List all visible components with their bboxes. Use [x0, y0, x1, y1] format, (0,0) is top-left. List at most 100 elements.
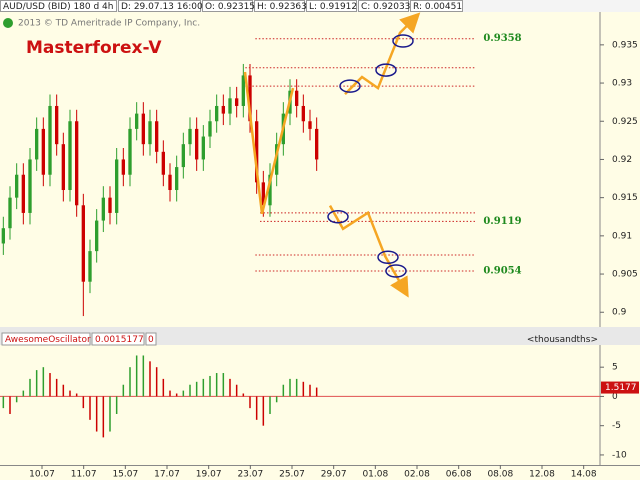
x-tick-label: 19.07 [196, 470, 222, 480]
candle-body [81, 205, 85, 282]
candle-body [315, 128, 319, 160]
y-tick-label: 0.93 [612, 79, 632, 89]
ao-title: AwesomeOscillator [5, 335, 91, 345]
x-tick-label: 23.07 [237, 470, 263, 480]
candle-body [221, 105, 225, 114]
candle-body [48, 105, 52, 175]
x-tick-label: 29.07 [321, 470, 347, 480]
y-tick-label: -10 [612, 450, 627, 460]
candle-body [295, 90, 299, 106]
candle-body [135, 113, 139, 129]
y-tick-label: 5 [612, 363, 618, 373]
candle-body [115, 159, 119, 213]
candle-body [208, 121, 212, 137]
ao-parameter: 0 [148, 335, 154, 345]
cell [145, 332, 157, 346]
candle-body [88, 251, 92, 282]
x-tick-label: 14.08 [571, 470, 597, 480]
highlight-ellipse [392, 34, 414, 48]
candle-body [155, 121, 159, 152]
level-label: 0.9358 [483, 33, 521, 44]
highlight-ellipse [375, 63, 397, 77]
ao-current: 0.0015177 [95, 335, 144, 345]
y-tick-label: 0.9 [612, 308, 627, 318]
range: R: 0.00451 [413, 2, 462, 12]
candle-body [148, 121, 152, 145]
candle-body [21, 174, 25, 213]
candle-body [55, 105, 59, 145]
candle-body [95, 220, 99, 252]
header-bar: AUD/USD (BID) 180 d 4h D: 29.07.13 16:00… [0, 0, 640, 12]
y-tick-label: -5 [612, 421, 621, 431]
candle-body [181, 144, 185, 168]
candle-body [61, 144, 65, 191]
info-icon [3, 18, 13, 28]
candle-body [35, 128, 39, 160]
candle-body [308, 121, 312, 129]
x-tick-label: 25.07 [279, 470, 305, 480]
last-value-label: 1.5177 [605, 383, 637, 393]
candle-body [235, 98, 239, 106]
x-tick-label: 08.08 [487, 470, 513, 480]
y-tick-label: 0 [612, 392, 618, 402]
candle-body [248, 75, 252, 122]
candle-body [15, 174, 19, 198]
cell [91, 332, 145, 346]
candle-body [121, 159, 125, 175]
candle-body [241, 75, 245, 106]
low: L: 0.91912 [309, 2, 357, 12]
y-tick-label: 0.915 [612, 193, 638, 203]
candle-body [161, 151, 165, 175]
x-tick-label: 15.07 [112, 470, 138, 480]
candle-body [68, 121, 72, 191]
candle-body [215, 105, 219, 122]
cell [118, 0, 201, 12]
last-value-box [601, 381, 639, 394]
candle-body [8, 197, 12, 229]
x-tick-label: 02.08 [404, 470, 430, 480]
candle-body [255, 121, 259, 183]
highlight-ellipse [339, 79, 361, 93]
copyright: 2013 © TD Ameritrade IP Company, Inc. [18, 19, 200, 29]
cell [410, 0, 463, 12]
highlight-ellipse [327, 209, 349, 224]
symbol: AUD/USD (BID) 180 d 4h [3, 2, 113, 12]
candle-body [261, 182, 265, 206]
candle-body [41, 128, 45, 175]
y-tick-label: 0.91 [612, 231, 632, 241]
chart-title: Masterforex-V [26, 38, 162, 58]
candle-body [188, 128, 192, 145]
open: O: 0.92315 [205, 2, 255, 12]
candle-body [168, 174, 172, 191]
candle-body [28, 159, 32, 213]
panel-separator [0, 327, 640, 345]
level-label: 0.9054 [483, 265, 521, 276]
level-label: 0.9119 [483, 216, 521, 227]
highlight-ellipse [385, 264, 407, 278]
trend-path [243, 71, 295, 215]
candle-body [195, 128, 199, 160]
cell [0, 0, 117, 12]
high: H: 0.92363 [257, 2, 307, 12]
close: C: 0.92033 [361, 2, 410, 12]
candle-body [1, 228, 6, 244]
y-tick-label: 0.905 [612, 270, 638, 280]
y-tick-label: 0.92 [612, 155, 632, 165]
candle-body [141, 113, 145, 145]
candle-body [108, 197, 112, 213]
x-tick-label: 01.08 [362, 470, 388, 480]
cell [202, 0, 253, 12]
x-tick-label: 06.08 [446, 470, 472, 480]
candle-body [301, 105, 305, 122]
ao-unit: <thousandths> [527, 335, 598, 345]
y-tick-label: 0.925 [612, 117, 638, 127]
cell [358, 0, 409, 12]
candle-body [201, 136, 205, 160]
candle-body [128, 128, 132, 175]
x-tick-label: 17.07 [154, 470, 180, 480]
trend-path [328, 205, 409, 298]
cell [306, 0, 357, 12]
highlight-ellipse [377, 250, 399, 264]
